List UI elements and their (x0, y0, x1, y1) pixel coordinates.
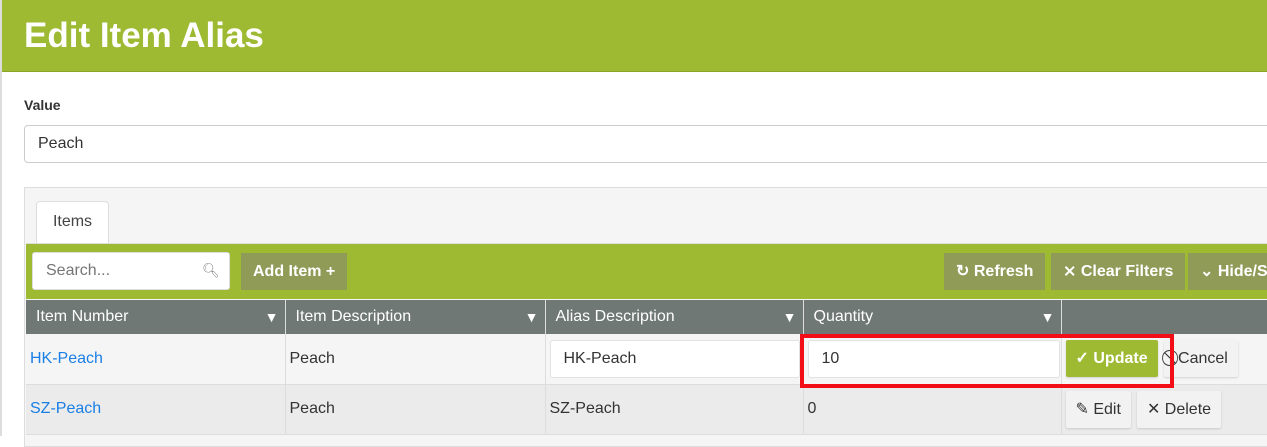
filter-icon[interactable]: ▼ (782, 309, 797, 325)
item-description-cell: Peach (285, 334, 546, 385)
page-header: Edit Item Alias (2, 0, 1267, 72)
refresh-icon: ↻ (956, 263, 974, 280)
chevron-down-icon: ⌄ (1200, 263, 1218, 280)
cancel-label: Cancel (1178, 350, 1228, 368)
clear-filters-button[interactable]: ⨯ Clear Filters (1051, 253, 1186, 290)
search-input[interactable] (32, 252, 230, 290)
delete-label: Delete (1164, 400, 1212, 418)
item-number-link[interactable]: SZ-Peach (30, 400, 102, 417)
update-label: Update (1093, 350, 1148, 368)
table-row: HK-Peach Peach ✓ Update⃠ Cancel (26, 334, 1267, 385)
col-actions (1061, 300, 1267, 334)
cancel-button[interactable]: ⃠ Cancel (1163, 340, 1238, 378)
alias-description-input[interactable] (549, 339, 800, 378)
quantity-cell: 0 (803, 384, 1062, 435)
filter-icon[interactable]: ▼ (1040, 309, 1055, 325)
clear-filters-label: Clear Filters (1080, 263, 1174, 280)
refresh-label: Refresh (973, 263, 1034, 280)
x-icon: ✕ (1146, 400, 1165, 418)
delete-button[interactable]: ✕ Delete (1136, 390, 1222, 428)
plus-icon: + (321, 263, 336, 280)
value-input[interactable] (24, 125, 1267, 163)
table-row: SZ-Peach Peach SZ-Peach 0 ✎ Edit ✕ Delete (26, 384, 1267, 435)
col-alias-description[interactable]: Alias Description ▼ (545, 300, 804, 334)
edit-label: Edit (1093, 400, 1121, 418)
item-number-link[interactable]: HK-Peach (30, 349, 103, 367)
col-label: Quantity (813, 308, 874, 325)
tab-items[interactable]: Items (36, 201, 109, 244)
hide-show-label: Hide/Show (1217, 263, 1267, 280)
col-label: Alias Description (555, 308, 675, 325)
refresh-button[interactable]: ↻ Refresh (944, 253, 1046, 290)
col-item-number[interactable]: Item Number ▼ (26, 300, 286, 334)
items-table: Item Number ▼ Item Description ▼ Alias Des… (26, 300, 1267, 435)
alias-description-cell: SZ-Peach (545, 384, 804, 435)
filter-icon[interactable]: ▼ (524, 309, 539, 325)
pencil-icon: ✎ (1075, 400, 1094, 418)
value-label: Value (24, 97, 61, 113)
filter-icon[interactable]: ▼ (264, 309, 279, 325)
col-label: Item Number (36, 308, 129, 325)
add-item-label: Add Item (253, 263, 322, 280)
search-icon: 🔍︎ (202, 262, 220, 278)
check-icon: ✓ (1075, 350, 1094, 368)
col-quantity[interactable]: Quantity ▼ (803, 300, 1062, 334)
table-header: Item Number ▼ Item Description ▼ Alias Des… (26, 300, 1267, 334)
col-label: Item Description (295, 308, 412, 325)
quantity-input[interactable] (807, 339, 1060, 378)
update-button[interactable]: ✓ Update (1065, 340, 1158, 378)
item-description-cell: Peach (285, 384, 546, 435)
edit-button[interactable]: ✎ Edit (1065, 390, 1131, 428)
page-title: Edit Item Alias (24, 16, 264, 55)
add-item-button[interactable]: Add Item + (241, 253, 348, 290)
hide-show-button[interactable]: ⌄ Hide/Show (1188, 253, 1267, 290)
clear-filter-icon: ⨯ (1063, 263, 1081, 280)
col-item-description[interactable]: Item Description ▼ (285, 300, 546, 334)
